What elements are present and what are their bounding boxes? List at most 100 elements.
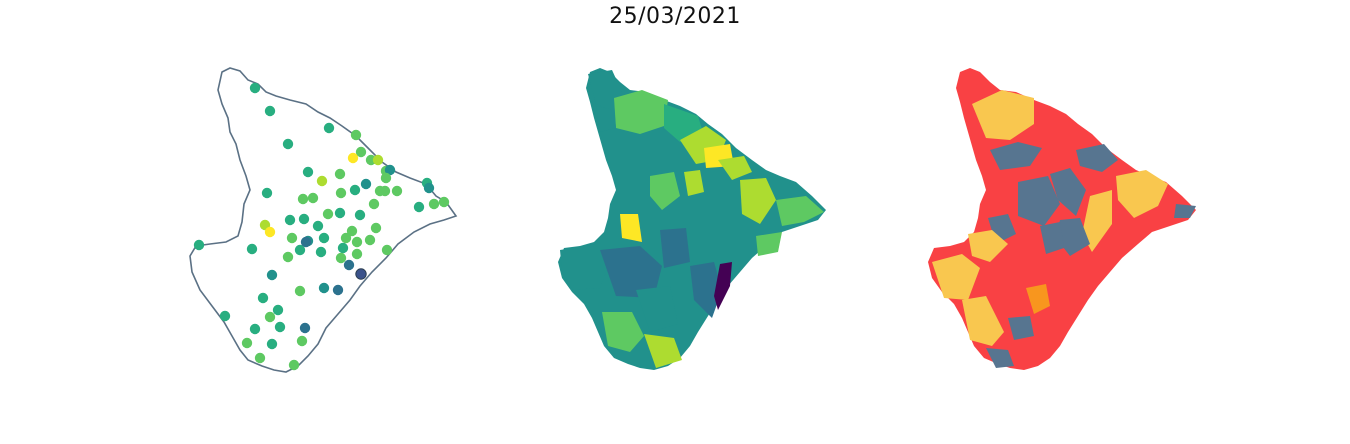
category-patch-yellow — [972, 90, 1034, 140]
point-marker — [294, 285, 306, 297]
point-marker — [438, 196, 450, 208]
municipality-patch — [614, 90, 668, 134]
point-marker — [347, 152, 359, 164]
point-marker — [346, 225, 358, 237]
municipality-patch — [776, 196, 824, 226]
municipality-patch — [740, 178, 776, 224]
point-marker — [272, 304, 284, 316]
page-title: 25/03/2021 — [609, 4, 741, 29]
points-map — [189, 67, 458, 373]
municipality-patch — [718, 156, 752, 180]
point-marker — [284, 214, 296, 226]
point-marker — [323, 122, 335, 134]
point-marker — [351, 248, 363, 260]
point-marker — [351, 236, 363, 248]
category-patch-orange — [1026, 284, 1050, 314]
category-patch-slate — [1008, 316, 1034, 340]
municipality-patch — [560, 244, 610, 290]
point-marker — [264, 105, 276, 117]
point-marker — [335, 252, 347, 264]
point-marker — [334, 207, 346, 219]
point-marker — [254, 352, 266, 364]
municipality-patch — [644, 334, 682, 368]
point-marker — [428, 198, 440, 210]
state-outline — [189, 67, 458, 373]
point-marker — [360, 178, 372, 190]
point-marker — [249, 323, 261, 335]
category-patch-slate — [986, 348, 1014, 368]
municipality-patch — [756, 232, 782, 256]
category-patch-yellow — [1082, 190, 1112, 252]
point-marker — [316, 175, 328, 187]
point-marker — [334, 168, 346, 180]
point-marker — [274, 321, 286, 333]
point-marker — [413, 201, 425, 213]
point-marker — [332, 284, 344, 296]
point-marker — [355, 146, 367, 158]
category-map — [928, 68, 1196, 370]
point-marker — [266, 338, 278, 350]
point-marker — [335, 187, 347, 199]
point-marker — [368, 198, 380, 210]
point-marker — [349, 184, 361, 196]
category-patch-slate — [1050, 168, 1086, 216]
category-patch-slate — [1040, 222, 1064, 254]
point-marker — [297, 193, 309, 205]
municipality-patch — [690, 262, 722, 318]
category-patch-yellow — [1116, 170, 1168, 218]
point-marker — [249, 82, 261, 94]
point-marker — [318, 232, 330, 244]
point-marker — [266, 269, 278, 281]
point-marker — [355, 268, 367, 280]
municipality-fills — [560, 70, 824, 368]
point-marker — [282, 251, 294, 263]
category-patch-yellow — [932, 254, 980, 300]
point-marker — [246, 243, 258, 255]
point-marker — [257, 292, 269, 304]
point-marker — [300, 236, 312, 248]
point-marker — [372, 154, 384, 166]
municipality-patch — [600, 246, 662, 298]
point-marker — [384, 164, 396, 176]
point-marker — [302, 166, 314, 178]
category-patch-slate — [1018, 176, 1060, 226]
point-marker — [340, 232, 352, 244]
point-marker — [343, 259, 355, 271]
category-patch-slate — [1056, 218, 1090, 256]
municipality-patch — [714, 262, 732, 310]
municipality-patch — [684, 170, 704, 196]
point-marker — [288, 359, 300, 371]
point-marker — [322, 208, 334, 220]
municipality-categories — [932, 90, 1196, 368]
point-marker — [350, 129, 362, 141]
points-layer — [193, 82, 450, 371]
category-patch-yellow — [962, 296, 1004, 346]
point-marker — [312, 220, 324, 232]
point-marker — [423, 182, 435, 194]
point-marker — [381, 244, 393, 256]
point-marker — [241, 337, 253, 349]
point-marker — [264, 311, 276, 323]
point-marker — [299, 322, 311, 334]
choropleth-map — [558, 68, 826, 370]
point-marker — [391, 185, 403, 197]
category-patch-slate — [990, 142, 1042, 170]
point-marker — [370, 222, 382, 234]
point-marker — [219, 310, 231, 322]
municipality-patch — [636, 286, 678, 332]
point-marker — [337, 242, 349, 254]
municipality-patch — [660, 228, 690, 268]
point-marker — [294, 244, 306, 256]
category-base — [928, 68, 1196, 370]
municipality-patch — [596, 106, 616, 132]
point-marker — [364, 234, 376, 246]
point-marker — [315, 246, 327, 258]
point-marker — [193, 239, 205, 251]
category-patch-yellow — [968, 230, 1008, 262]
municipality-patch — [620, 214, 642, 242]
point-marker — [354, 209, 366, 221]
point-marker — [307, 192, 319, 204]
point-marker — [261, 187, 273, 199]
municipality-patch — [588, 70, 622, 110]
point-marker — [264, 226, 276, 238]
